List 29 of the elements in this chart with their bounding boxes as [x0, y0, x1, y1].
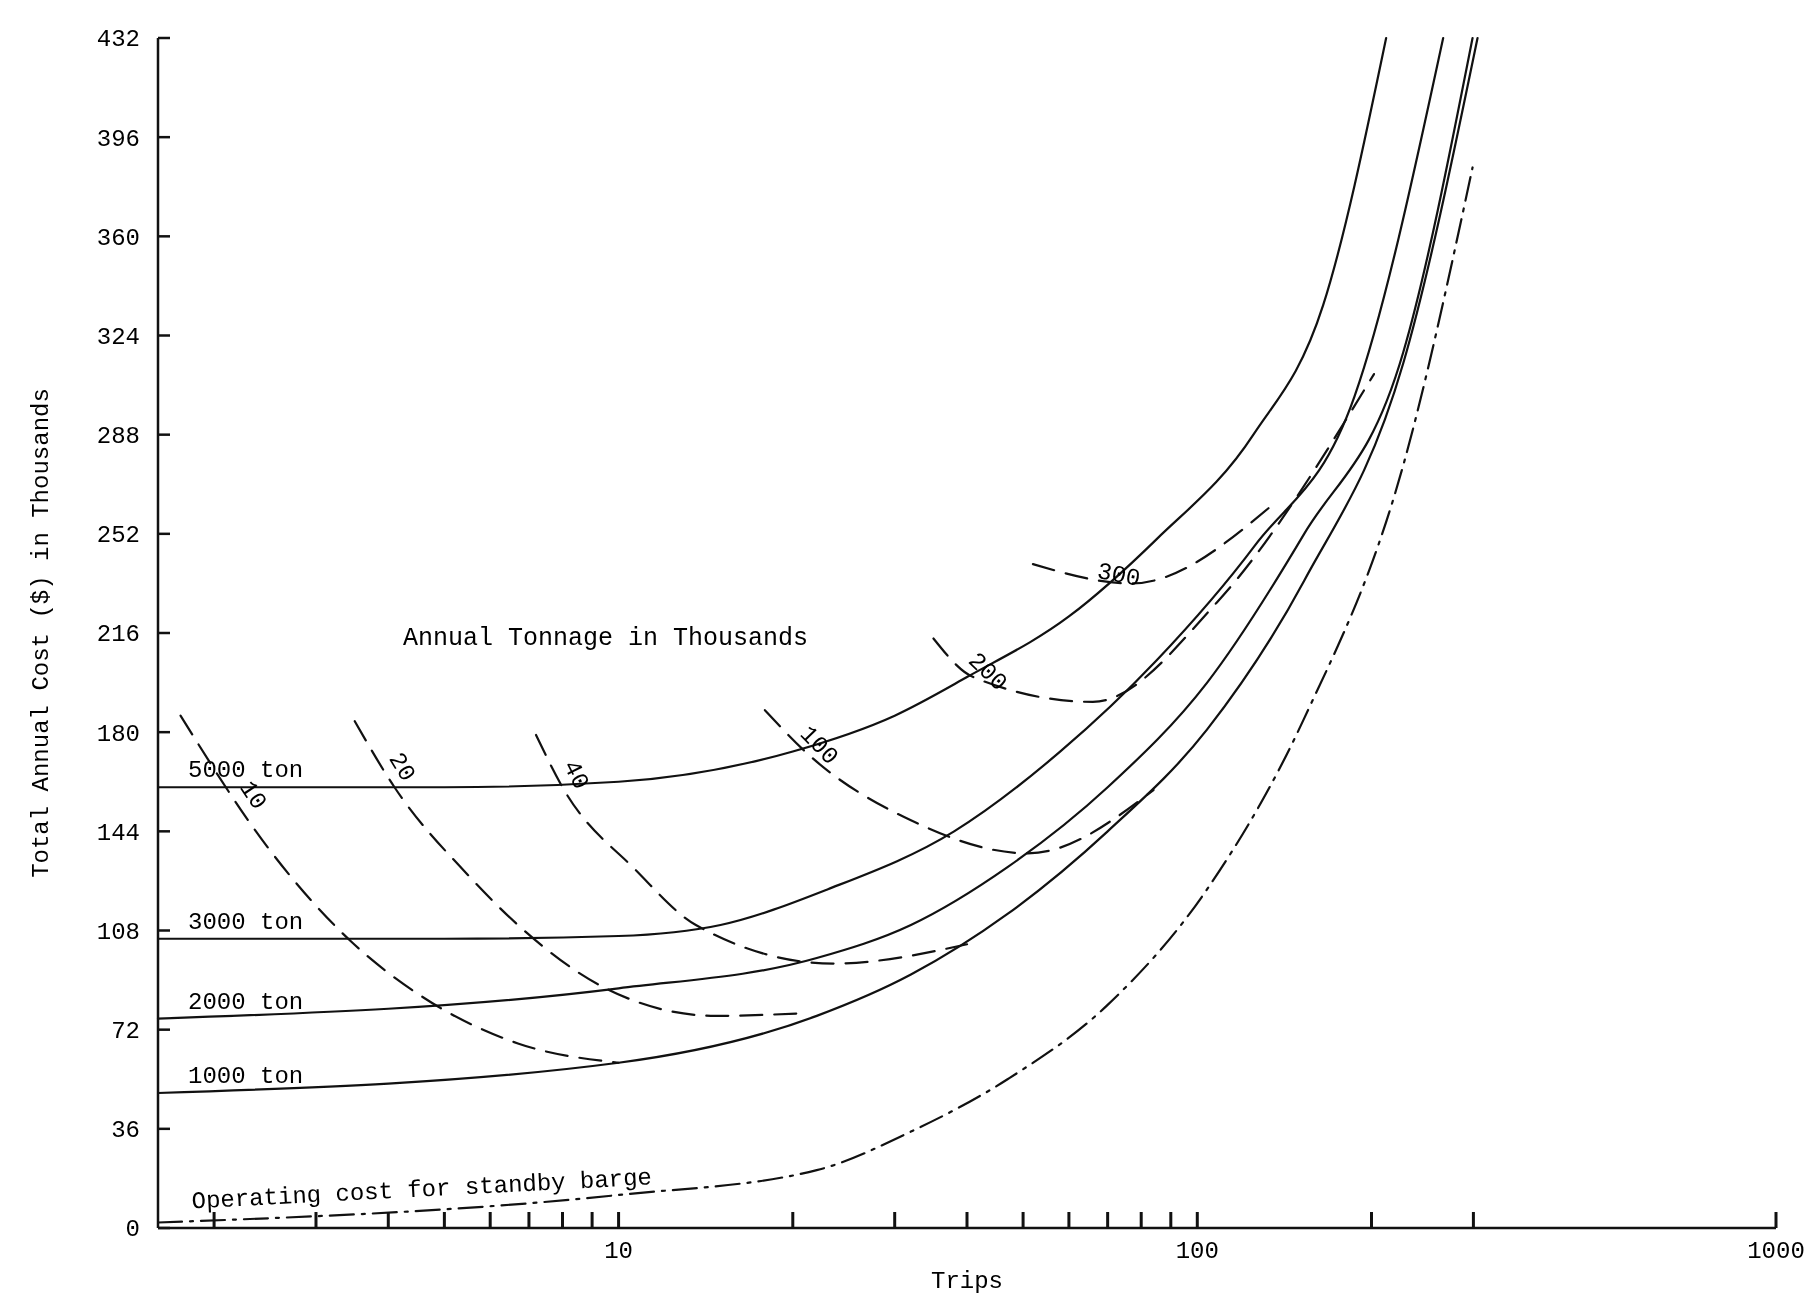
- y-tick-label: 252: [96, 522, 140, 550]
- y-tick-label: 360: [96, 224, 140, 252]
- y-tick-label: 72: [111, 1018, 140, 1046]
- annotation: Annual Tonnage in Thousands: [403, 623, 809, 653]
- text: 10: [233, 776, 272, 815]
- text: 100: [793, 720, 844, 771]
- text: 40: [557, 756, 595, 794]
- y-tick-label: 180: [96, 720, 140, 748]
- y-axis-title: Total Annual Cost ($) in Thousands: [28, 388, 55, 878]
- y-tick-label: 108: [96, 918, 140, 946]
- series-label: Operating cost for standby barge: [190, 1164, 653, 1216]
- series-label: 2000 ton: [188, 988, 304, 1016]
- y-tick-label: 288: [96, 423, 140, 451]
- y-tick-label: 216: [96, 621, 140, 649]
- series-label: 1000 ton: [188, 1063, 304, 1091]
- y-tick-label: 396: [96, 125, 140, 153]
- x-tick-label: 100: [1175, 1238, 1219, 1265]
- text: 200: [962, 647, 1013, 697]
- text: 300: [1094, 558, 1143, 593]
- y-tick-label: 36: [111, 1117, 140, 1145]
- series-label: 3000 ton: [188, 908, 304, 936]
- y-tick-label: 0: [125, 1216, 140, 1244]
- x-axis-title: Trips: [930, 1268, 1004, 1295]
- x-tick-label: 10: [604, 1238, 633, 1265]
- y-tick-label: 432: [96, 26, 140, 54]
- y-tick-label: 324: [96, 323, 140, 351]
- x-tick-label: 1000: [1747, 1238, 1805, 1265]
- y-tick-label: 144: [96, 819, 140, 847]
- text: 20: [382, 747, 421, 787]
